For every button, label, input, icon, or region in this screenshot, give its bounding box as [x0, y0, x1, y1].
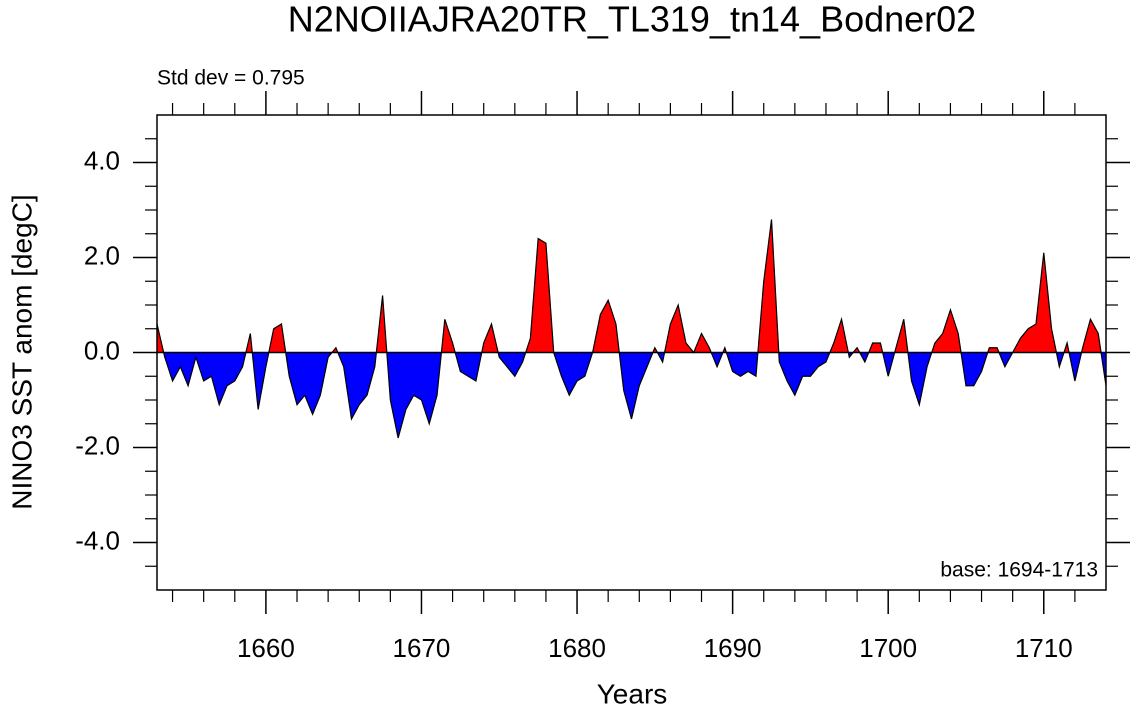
x-tick-label: 1680	[548, 633, 606, 663]
y-axis-title: NINO3 SST anom [degC]	[6, 194, 37, 509]
series-line	[156, 219, 1107, 439]
y-tick-label: 4.0	[84, 145, 120, 175]
y-tick-label: -2.0	[75, 430, 120, 460]
x-tick-label: 1690	[704, 633, 762, 663]
x-tick-label: 1670	[393, 633, 451, 663]
chart-title: N2NOIIAJRA20TR_TL319_tn14_Bodner02	[288, 0, 976, 40]
annotation: base: 1694-1713	[940, 559, 1098, 582]
x-tick-label: 1710	[1015, 633, 1073, 663]
annotation: Std dev = 0.795	[157, 67, 305, 90]
x-axis-title: Years	[597, 678, 668, 709]
negative-area	[157, 352, 1106, 438]
x-tick-label: 1700	[859, 633, 917, 663]
y-tick-label: 0.0	[84, 335, 120, 365]
y-tick-label: -4.0	[75, 525, 120, 555]
y-tick-label: 2.0	[84, 240, 120, 270]
x-tick-label: 1660	[237, 633, 295, 663]
